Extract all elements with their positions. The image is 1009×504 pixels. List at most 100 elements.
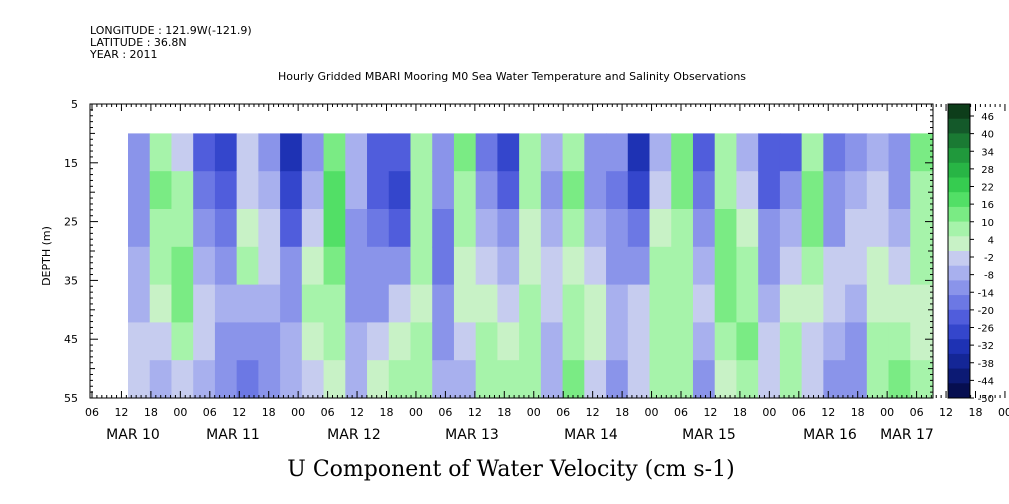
x-day-label: MAR 17 (880, 427, 934, 443)
heatmap-cell (779, 360, 803, 399)
heatmap-cell (714, 360, 738, 399)
heatmap-cell (866, 133, 890, 172)
heatmap-cell (128, 360, 151, 399)
heatmap-cell (845, 322, 868, 361)
heatmap-cell (692, 171, 716, 210)
heatmap-cell (823, 246, 846, 286)
heatmap-cell (214, 171, 238, 210)
heatmap-cell (584, 209, 607, 248)
colorbar-swatch (948, 383, 970, 399)
colorbar (947, 103, 971, 399)
heatmap-cell (193, 322, 216, 361)
heatmap-cell (301, 322, 325, 361)
heatmap-cell (236, 322, 259, 361)
heatmap-cell (671, 322, 694, 361)
heatmap-cell (432, 360, 455, 399)
heatmap-cell (453, 284, 477, 323)
heatmap-cell (432, 322, 455, 361)
heatmap-cell (258, 246, 281, 286)
x-tick-label: 00 (645, 406, 659, 419)
heatmap-cell (497, 209, 520, 248)
heatmap-cell (128, 284, 151, 323)
heatmap-cell (736, 284, 759, 323)
heatmap-cell (714, 133, 738, 172)
heatmap-cell (823, 360, 846, 399)
heatmap-cell (692, 209, 716, 248)
heatmap-cell (497, 284, 520, 323)
heatmap-cell (236, 246, 259, 286)
colorbar-label: -20 (978, 306, 994, 317)
heatmap-cell (453, 360, 477, 399)
heatmap-cell (649, 246, 672, 286)
x-tick-label: 18 (144, 406, 158, 419)
heatmap-cell (714, 322, 738, 361)
heatmap-cell (649, 360, 672, 399)
heatmap-cell (475, 171, 499, 210)
heatmap-cell (823, 133, 846, 172)
heatmap-cell (910, 284, 933, 323)
heatmap-cell (323, 133, 346, 172)
heatmap-cell (866, 284, 890, 323)
heatmap-cell (410, 322, 433, 361)
heatmap-cell (540, 284, 564, 323)
heatmap-cell (497, 246, 520, 286)
heatmap-cell (845, 284, 868, 323)
heatmap-cell (888, 246, 911, 286)
heatmap-cell (692, 322, 716, 361)
heatmap-cell (149, 209, 173, 248)
heatmap-cell (128, 133, 151, 172)
x-tick-label: 06 (792, 406, 806, 419)
heatmap-cell (388, 209, 412, 248)
heatmap-cell (562, 246, 585, 286)
heatmap-cell (171, 133, 194, 172)
heatmap-cell (345, 171, 368, 210)
heatmap-cell (888, 133, 911, 172)
heatmap-cell (410, 284, 433, 323)
heatmap-cell (649, 322, 672, 361)
heatmap-cell (475, 246, 499, 286)
heatmap-cell (453, 171, 477, 210)
heatmap-cell (388, 284, 412, 323)
heatmap-cell (432, 246, 455, 286)
x-tick-label: 06 (674, 406, 688, 419)
heatmap-cell (214, 246, 238, 286)
heatmap-cell (910, 246, 933, 286)
heatmap-cell (497, 360, 520, 399)
heatmap-cell (845, 246, 868, 286)
heatmap-cell (345, 360, 368, 399)
heatmap-cell (128, 322, 151, 361)
heatmap-cell (149, 322, 173, 361)
heatmap-cell (432, 209, 455, 248)
heatmap-cell (845, 133, 868, 172)
colorbar-swatch (948, 280, 970, 296)
chart-title: U Component of Water Velocity (cm s-1) (287, 457, 734, 482)
x-tick-label: 06 (910, 406, 924, 419)
heatmap-cell (649, 284, 672, 323)
heatmap-cell (736, 133, 759, 172)
heatmap-cell (779, 322, 803, 361)
heatmap-cell (410, 209, 433, 248)
heatmap-cell (866, 322, 890, 361)
heatmap-cell (497, 322, 520, 361)
heatmap-cell (671, 209, 694, 248)
heatmap-cell (692, 284, 716, 323)
heatmap-cell (236, 209, 259, 248)
x-day-label: MAR 11 (206, 427, 260, 443)
heatmap-cell (149, 284, 173, 323)
heatmap-cell (128, 171, 151, 210)
heatmap-cell (801, 322, 824, 361)
heatmap-cell (823, 171, 846, 210)
heatmap-cell (758, 171, 781, 210)
heatmap-cell (258, 171, 281, 210)
heatmap-cell (193, 209, 216, 248)
colorbar-swatch (948, 177, 970, 193)
y-tick-label: 35 (64, 274, 78, 287)
heatmap-cell (497, 171, 520, 210)
heatmap-cell (301, 133, 325, 172)
heatmap-cell (367, 246, 390, 286)
colorbar-label: -8 (984, 271, 994, 282)
heatmap-cell (779, 171, 803, 210)
heatmap-cell (540, 209, 564, 248)
heatmap-cell (801, 133, 824, 172)
heatmap-cell (736, 171, 759, 210)
